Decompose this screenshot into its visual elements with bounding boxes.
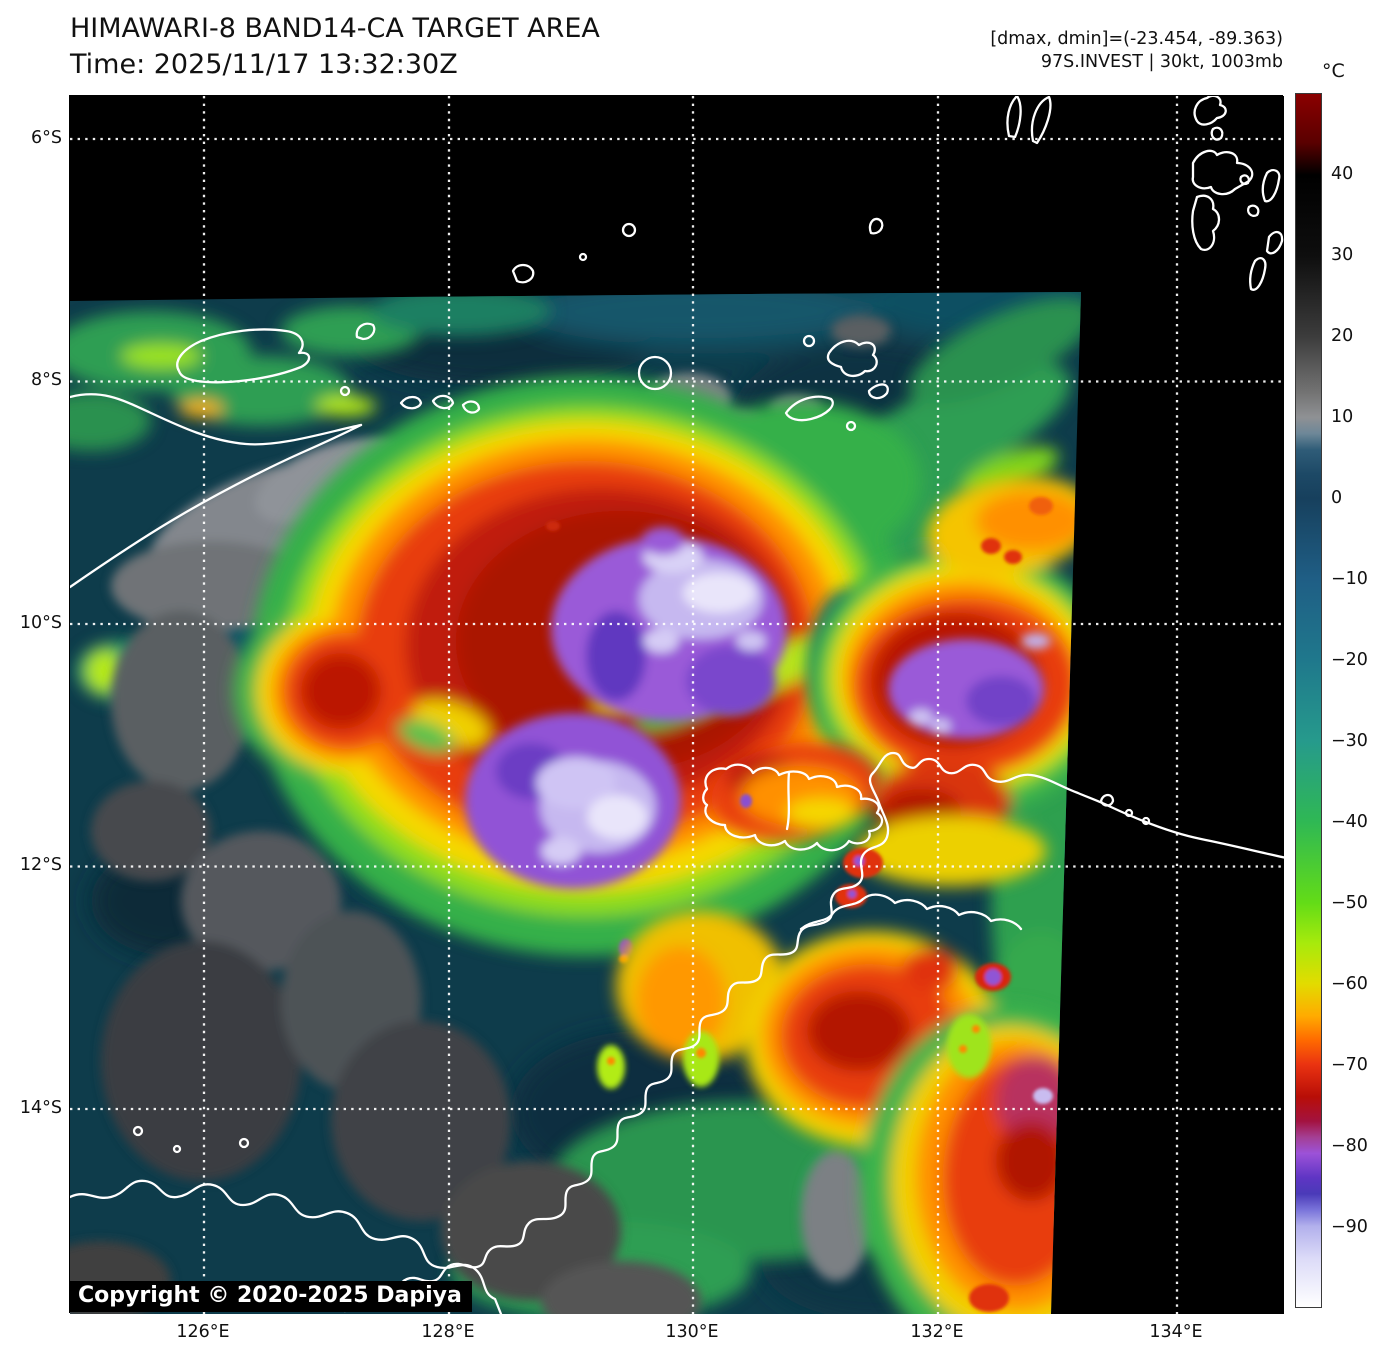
page-title: HIMAWARI-8 BAND14-CA TARGET AREA <box>70 13 600 44</box>
colorbar-tick: −10 <box>1331 569 1368 589</box>
colorbar-tick: 0 <box>1331 488 1343 508</box>
colorbar-tick: 40 <box>1331 164 1354 184</box>
storm-info-label: 97S.INVEST | 30kt, 1003mb <box>1040 52 1283 72</box>
colorbar-tick: −70 <box>1331 1055 1368 1075</box>
dmax-dmin-label: [dmax, dmin]=(-23.454, -89.363) <box>990 29 1283 49</box>
satellite-map-plot: Copyright © 2020-2025 Dapiya <box>69 95 1284 1314</box>
lon-tick-128e: 128°E <box>421 1322 475 1342</box>
colorbar-gradient <box>1295 93 1322 1308</box>
copyright-badge: Copyright © 2020-2025 Dapiya <box>70 1281 472 1312</box>
lon-tick-132e: 132°E <box>910 1322 964 1342</box>
lon-tick-126e: 126°E <box>176 1322 230 1342</box>
lat-tick-8s: 8°S <box>31 370 62 390</box>
colorbar-tick: 20 <box>1331 326 1354 346</box>
colorbar-tick: −80 <box>1331 1136 1368 1156</box>
data-swath <box>70 292 1081 1314</box>
lat-tick-10s: 10°S <box>19 613 62 633</box>
grid-lines <box>70 96 1284 1314</box>
colorbar-tick: −30 <box>1331 731 1368 751</box>
colorbar-tick: 10 <box>1331 407 1354 427</box>
colorbar-tick: −90 <box>1331 1217 1368 1237</box>
colorbar-tick: −40 <box>1331 812 1368 832</box>
colorbar-tick: −50 <box>1331 893 1368 913</box>
colorbar-unit-label: °C <box>1322 60 1345 82</box>
coastlines <box>70 96 1284 1314</box>
lat-tick-6s: 6°S <box>31 128 62 148</box>
timestamp: Time: 2025/11/17 13:32:30Z <box>70 49 458 80</box>
annotation-block: [dmax, dmin]=(-23.454, -89.363) 97S.INVE… <box>990 28 1283 74</box>
lat-tick-14s: 14°S <box>19 1098 62 1118</box>
lon-tick-134e: 134°E <box>1149 1322 1203 1342</box>
colorbar-tick: 30 <box>1331 245 1354 265</box>
lon-tick-130e: 130°E <box>665 1322 719 1342</box>
lat-tick-12s: 12°S <box>19 855 62 875</box>
satellite-image <box>70 96 1284 1314</box>
colorbar-tick: −60 <box>1331 974 1368 994</box>
colorbar-tick: −20 <box>1331 650 1368 670</box>
